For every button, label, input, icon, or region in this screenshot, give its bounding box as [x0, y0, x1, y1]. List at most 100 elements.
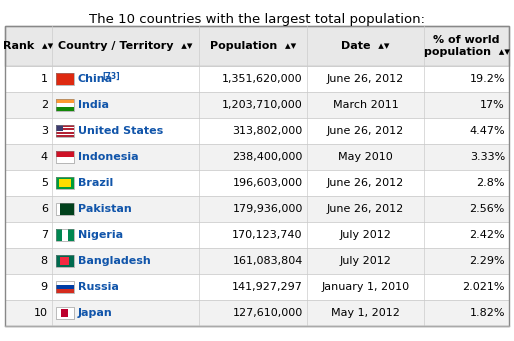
Bar [56, 135, 74, 137]
Text: Japan: Japan [78, 308, 113, 318]
Bar [5, 196, 509, 222]
Text: 196,603,000: 196,603,000 [233, 178, 303, 188]
Text: 6: 6 [41, 204, 48, 214]
Text: Rank  ▴▾: Rank ▴▾ [3, 41, 53, 51]
Text: The 10 countries with the largest total population:: The 10 countries with the largest total … [89, 13, 425, 26]
Bar [68, 229, 74, 241]
Text: 19.2%: 19.2% [469, 74, 505, 84]
Bar [56, 151, 74, 163]
Bar [56, 134, 74, 135]
Bar [56, 203, 74, 215]
Text: 127,610,000: 127,610,000 [232, 308, 303, 318]
Text: 2.42%: 2.42% [469, 230, 505, 240]
Bar [56, 127, 74, 129]
Text: Pakistan: Pakistan [78, 204, 132, 214]
Bar [56, 73, 74, 85]
Bar [56, 73, 74, 85]
Text: Bangladesh: Bangladesh [78, 256, 151, 266]
Text: June 26, 2012: June 26, 2012 [327, 204, 404, 214]
Bar [56, 307, 74, 319]
Text: Nigeria: Nigeria [78, 230, 123, 240]
Bar [56, 229, 74, 241]
Bar [56, 130, 74, 132]
Text: [73]: [73] [103, 72, 120, 80]
Bar [56, 157, 74, 163]
Bar [5, 222, 509, 248]
Text: May 2010: May 2010 [338, 152, 393, 162]
Text: Russia: Russia [78, 282, 119, 292]
Text: 1: 1 [41, 74, 48, 84]
Text: July 2012: July 2012 [340, 256, 392, 266]
Bar [56, 132, 74, 134]
Bar [5, 144, 509, 170]
Bar [56, 151, 74, 157]
Bar [5, 92, 509, 118]
Text: 4.47%: 4.47% [469, 126, 505, 136]
Bar [56, 307, 74, 319]
Bar [56, 229, 62, 241]
Text: 2.021%: 2.021% [463, 282, 505, 292]
Bar [56, 281, 74, 285]
Text: 4: 4 [41, 152, 48, 162]
Bar [56, 255, 74, 267]
Bar [56, 107, 74, 111]
Text: 5: 5 [41, 178, 48, 188]
Text: 170,123,740: 170,123,740 [232, 230, 303, 240]
Text: June 26, 2012: June 26, 2012 [327, 178, 404, 188]
Text: July 2012: July 2012 [340, 230, 392, 240]
Bar [5, 26, 509, 326]
Text: March 2011: March 2011 [333, 100, 398, 110]
Bar [56, 289, 74, 293]
Text: 161,083,804: 161,083,804 [232, 256, 303, 266]
Text: 1,203,710,000: 1,203,710,000 [222, 100, 303, 110]
Text: 1,351,620,000: 1,351,620,000 [222, 74, 303, 84]
Text: 179,936,000: 179,936,000 [232, 204, 303, 214]
Bar [56, 99, 74, 111]
Bar [5, 248, 509, 274]
Bar [5, 118, 509, 144]
Text: 3: 3 [41, 126, 48, 136]
Text: 238,400,000: 238,400,000 [232, 152, 303, 162]
Text: Indonesia: Indonesia [78, 152, 138, 162]
Bar [5, 26, 509, 66]
Text: June 26, 2012: June 26, 2012 [327, 74, 404, 84]
Bar [5, 300, 509, 326]
Text: Date  ▴▾: Date ▴▾ [341, 41, 390, 51]
Bar [56, 99, 74, 103]
Text: 2.29%: 2.29% [469, 256, 505, 266]
Text: 9: 9 [41, 282, 48, 292]
Text: Population  ▴▾: Population ▴▾ [210, 41, 296, 51]
Bar [56, 281, 74, 293]
Text: 2.8%: 2.8% [476, 178, 505, 188]
Bar [56, 103, 74, 107]
Text: 313,802,000: 313,802,000 [232, 126, 303, 136]
Bar [62, 229, 68, 241]
Text: 141,927,297: 141,927,297 [232, 282, 303, 292]
Bar [56, 177, 74, 189]
Bar [56, 125, 74, 127]
Text: 3.33%: 3.33% [470, 152, 505, 162]
Text: 8: 8 [41, 256, 48, 266]
Text: Brazil: Brazil [78, 178, 113, 188]
Text: 10: 10 [34, 308, 48, 318]
Bar [56, 125, 63, 131]
Bar [5, 66, 509, 92]
Text: 1.82%: 1.82% [469, 308, 505, 318]
Bar [60, 257, 69, 265]
Bar [56, 203, 74, 215]
Bar [56, 125, 74, 137]
Text: United States: United States [78, 126, 163, 136]
Text: 17%: 17% [480, 100, 505, 110]
Bar [56, 255, 74, 267]
Bar [56, 129, 74, 130]
Text: January 1, 2010: January 1, 2010 [321, 282, 410, 292]
Bar [61, 309, 68, 316]
Text: Country / Territory  ▴▾: Country / Territory ▴▾ [58, 41, 193, 51]
Bar [5, 274, 509, 300]
Text: 2: 2 [41, 100, 48, 110]
Bar [56, 177, 74, 189]
Text: India: India [78, 100, 109, 110]
Text: May 1, 2012: May 1, 2012 [331, 308, 400, 318]
Text: June 26, 2012: June 26, 2012 [327, 126, 404, 136]
Bar [59, 179, 71, 187]
